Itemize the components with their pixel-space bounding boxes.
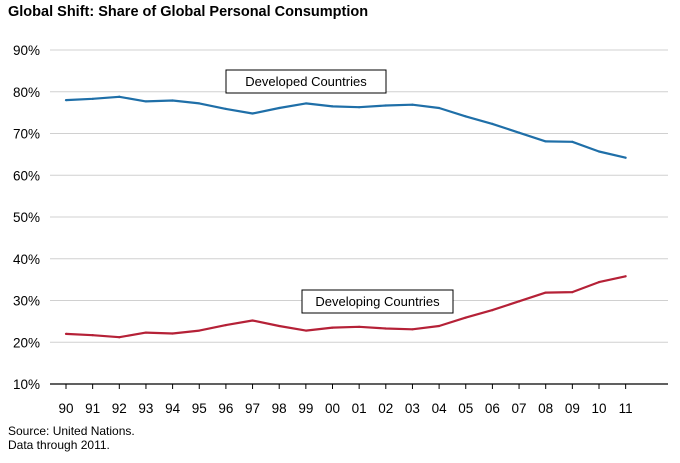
x-tick-label: 98 xyxy=(272,401,287,416)
y-axis-ticks: 10% 20% 30% 40% 50% 60% 70% 80% 90% xyxy=(13,43,40,392)
data-point xyxy=(544,291,547,294)
data-point xyxy=(224,107,227,110)
data-point xyxy=(544,140,547,143)
annotations: Developed Countries Developing Countries xyxy=(225,69,454,314)
x-tick-label: 00 xyxy=(325,401,340,416)
x-tick-label: 05 xyxy=(458,401,473,416)
data-through-line: Data through 2011. xyxy=(8,438,110,452)
x-tick-label: 96 xyxy=(218,401,233,416)
data-point xyxy=(571,291,574,294)
series-line-developed xyxy=(65,95,626,159)
data-point xyxy=(278,106,281,110)
annotation-developed: Developed Countries xyxy=(225,69,387,94)
x-tick-label: 97 xyxy=(245,401,260,416)
y-tick-label: 50% xyxy=(13,210,40,225)
x-tick-label: 02 xyxy=(378,401,393,416)
x-tick-label: 94 xyxy=(165,401,181,416)
data-point xyxy=(171,332,174,335)
data-point xyxy=(198,329,201,332)
y-tick-label: 20% xyxy=(13,335,40,350)
data-point xyxy=(64,99,68,102)
data-point xyxy=(64,332,68,335)
data-point xyxy=(144,100,148,103)
data-point xyxy=(491,122,494,125)
data-point xyxy=(144,331,148,334)
data-point xyxy=(278,324,281,328)
data-point xyxy=(91,334,94,337)
data-point xyxy=(438,106,441,110)
data-point xyxy=(571,140,574,143)
x-tick-label: 91 xyxy=(85,401,100,416)
annotation-box xyxy=(225,69,387,94)
data-point xyxy=(624,275,627,278)
data-point xyxy=(251,112,254,115)
x-tick-label: 99 xyxy=(298,401,313,416)
data-point xyxy=(491,309,494,312)
data-point xyxy=(464,115,467,118)
data-point xyxy=(517,131,521,134)
source-note: Source: United Nations. Data through 201… xyxy=(8,424,135,452)
y-tick-label: 30% xyxy=(13,294,40,309)
data-point xyxy=(411,103,414,106)
data-point xyxy=(224,324,227,327)
chart-title: Global Shift: Share of Global Personal C… xyxy=(8,4,369,20)
x-tick-label: 04 xyxy=(432,401,448,416)
x-tick-label: 01 xyxy=(352,401,367,416)
data-point xyxy=(384,104,387,107)
data-point xyxy=(198,102,201,105)
data-point xyxy=(91,97,94,100)
y-tick-label: 90% xyxy=(13,43,40,58)
x-tick-label: 08 xyxy=(538,401,553,416)
data-point xyxy=(118,95,121,98)
annotation-box xyxy=(301,289,454,314)
annotation-label: Developed Countries xyxy=(245,74,367,89)
y-tick-label: 60% xyxy=(13,168,40,183)
annotation-label: Developing Countries xyxy=(315,294,440,309)
data-point xyxy=(118,336,121,339)
source-line: Source: United Nations. xyxy=(8,424,135,438)
data-point xyxy=(358,106,361,109)
data-point xyxy=(331,105,334,108)
data-point xyxy=(384,327,387,330)
y-tick-label: 40% xyxy=(13,252,40,267)
y-tick-label: 70% xyxy=(13,127,40,142)
data-point xyxy=(171,99,174,102)
data-point xyxy=(331,326,334,329)
line-chart: 10% 20% 30% 40% 50% 60% 70% 80% 90% 90 91 92 93 94 95… xyxy=(13,43,668,416)
data-point xyxy=(597,281,601,284)
x-tick-label: 03 xyxy=(405,401,420,416)
x-axis-ticks: 90 91 92 93 94 95 96 97 98 99 00 01 02 03 04 05 06 07 08 09… xyxy=(58,384,633,416)
series-lines xyxy=(64,95,627,339)
x-tick-label: 10 xyxy=(591,401,606,416)
data-point xyxy=(517,300,521,303)
x-tick-label: 07 xyxy=(512,401,527,416)
data-point xyxy=(438,324,441,328)
x-tick-label: 09 xyxy=(565,401,580,416)
data-point xyxy=(464,316,467,319)
y-tick-label: 10% xyxy=(13,377,40,392)
x-tick-label: 11 xyxy=(619,401,633,416)
x-tick-label: 95 xyxy=(192,401,207,416)
x-tick-label: 90 xyxy=(58,401,73,416)
x-tick-label: 92 xyxy=(112,401,127,416)
data-point xyxy=(251,319,254,322)
x-tick-label: 06 xyxy=(485,401,500,416)
data-point xyxy=(304,102,307,105)
data-point xyxy=(304,329,307,332)
data-point xyxy=(358,325,361,328)
y-tick-label: 80% xyxy=(13,85,40,100)
annotation-developing: Developing Countries xyxy=(301,289,454,314)
x-tick-label: 93 xyxy=(138,401,153,416)
data-point xyxy=(411,328,414,331)
data-point xyxy=(597,150,601,153)
data-point xyxy=(624,156,627,159)
series-line-developing xyxy=(65,275,626,339)
